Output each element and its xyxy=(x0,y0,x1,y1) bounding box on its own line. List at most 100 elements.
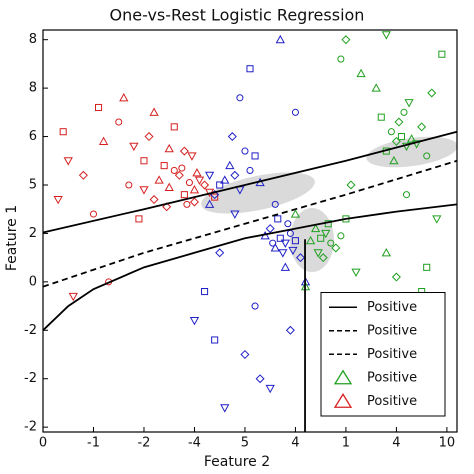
legend-label: Positive xyxy=(367,370,417,385)
point xyxy=(170,123,178,131)
point xyxy=(216,181,224,189)
point xyxy=(394,117,404,127)
point xyxy=(59,128,67,136)
point xyxy=(78,170,88,180)
point xyxy=(346,180,356,190)
legend: Positive Positive Positive Positive Positive xyxy=(320,292,446,417)
point xyxy=(397,133,406,141)
point xyxy=(417,122,427,132)
x-tick-label: 10 xyxy=(439,436,456,451)
point xyxy=(331,243,341,253)
point xyxy=(170,166,178,174)
point xyxy=(211,193,219,201)
point xyxy=(230,210,240,219)
point xyxy=(149,195,159,205)
point xyxy=(230,170,240,180)
legend-label: Positive xyxy=(367,394,417,409)
point xyxy=(135,215,143,223)
point xyxy=(192,168,202,177)
plot-frame xyxy=(42,29,458,433)
legend-swatch xyxy=(333,369,353,385)
point xyxy=(371,83,381,92)
point xyxy=(310,223,321,233)
point xyxy=(377,113,385,121)
point xyxy=(119,92,129,102)
point xyxy=(225,160,235,170)
point xyxy=(174,170,184,180)
point xyxy=(427,88,437,98)
point xyxy=(246,65,254,73)
y-tick-label: 8 xyxy=(29,32,37,47)
x-tick-label: 5 xyxy=(241,436,249,451)
legend-label: Positive xyxy=(367,323,417,338)
point xyxy=(179,146,189,156)
point xyxy=(391,272,401,282)
point xyxy=(313,249,323,258)
point xyxy=(391,136,401,146)
x-tick-label: -1 xyxy=(87,436,100,451)
point xyxy=(240,349,250,360)
point xyxy=(269,239,277,247)
region xyxy=(201,172,315,214)
chart-title: One-vs-Rest Logistic Regression xyxy=(110,6,365,25)
point xyxy=(98,136,109,145)
point xyxy=(280,239,290,248)
y-tick-label: -2 xyxy=(24,371,37,386)
point xyxy=(220,175,230,184)
point xyxy=(271,200,279,208)
point xyxy=(236,94,244,102)
point xyxy=(204,199,215,208)
point xyxy=(180,191,188,199)
point xyxy=(200,180,210,190)
point xyxy=(215,248,225,258)
point xyxy=(160,162,168,170)
point xyxy=(337,232,345,240)
point xyxy=(227,132,237,142)
point xyxy=(220,404,230,413)
point xyxy=(154,175,164,184)
y-tick-label: -2 xyxy=(24,420,37,435)
point xyxy=(295,253,305,263)
point xyxy=(125,181,133,189)
point xyxy=(318,253,328,263)
point xyxy=(381,31,391,40)
legend-label: Positive xyxy=(367,347,417,362)
point xyxy=(270,243,280,252)
point xyxy=(402,191,411,199)
point xyxy=(401,142,412,152)
point xyxy=(356,68,366,78)
point xyxy=(183,200,191,208)
point xyxy=(211,336,219,344)
point xyxy=(275,34,285,44)
curve xyxy=(42,130,458,234)
curve xyxy=(42,159,458,288)
point xyxy=(404,99,414,108)
x-tick-label: -2 xyxy=(137,436,150,451)
point xyxy=(423,263,431,271)
point xyxy=(187,152,197,161)
point xyxy=(327,239,335,247)
point xyxy=(115,118,123,126)
point xyxy=(317,234,325,242)
point xyxy=(129,142,139,152)
point xyxy=(278,249,288,258)
point xyxy=(178,164,186,172)
point xyxy=(381,247,391,257)
point xyxy=(438,50,446,58)
point xyxy=(251,302,259,310)
point xyxy=(68,292,78,302)
y-tick-label: 5 xyxy=(29,177,37,192)
point xyxy=(53,195,63,205)
y-tick-label: 0 xyxy=(29,274,37,289)
point xyxy=(164,143,174,153)
point xyxy=(194,176,205,185)
point xyxy=(285,325,295,335)
x-tick-label: 0 xyxy=(39,436,47,451)
point xyxy=(189,317,200,326)
point xyxy=(265,224,275,234)
point xyxy=(255,374,265,384)
curve xyxy=(42,203,458,331)
point xyxy=(94,103,103,112)
point xyxy=(204,171,215,181)
x-tick-label: 4 xyxy=(392,436,400,451)
